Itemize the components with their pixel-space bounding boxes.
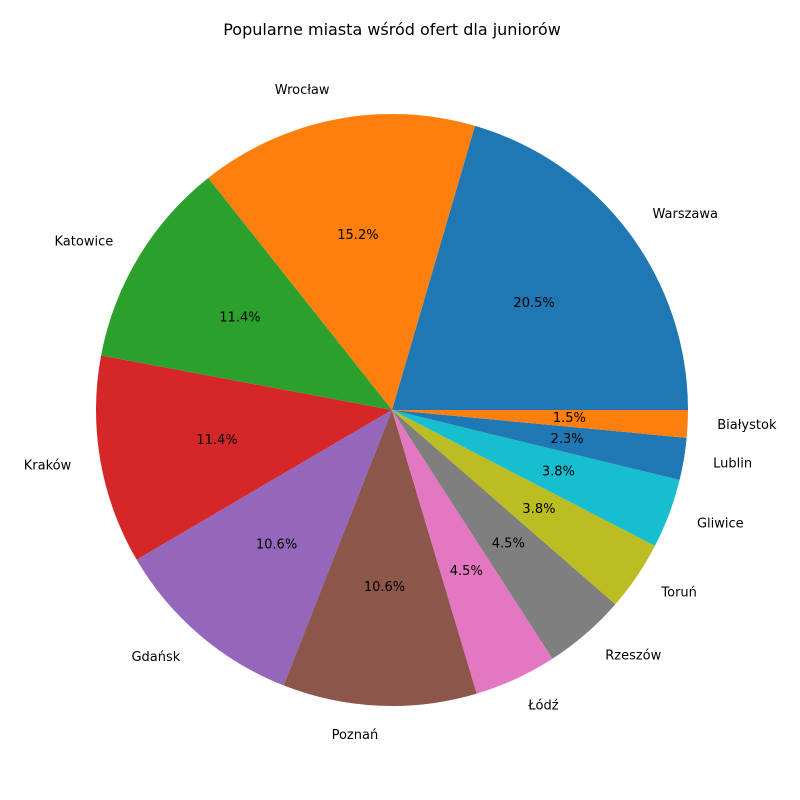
pie-slice-krakow — [96, 355, 392, 560]
slice-percent-lublin: 2.3% — [551, 432, 584, 447]
slice-percent-warszawa: 20.5% — [513, 296, 554, 311]
pie-slice-lublin — [392, 410, 687, 480]
slice-label-warszawa: Warszawa — [653, 207, 719, 222]
slice-label-gliwice: Gliwice — [697, 517, 744, 532]
pie-slice-lodz — [392, 410, 553, 694]
slice-label-rzeszow: Rzeszów — [605, 649, 661, 664]
slice-percent-rzeszow: 4.5% — [492, 537, 525, 552]
slice-percent-gliwice: 3.8% — [542, 465, 575, 480]
pie-slices — [96, 114, 688, 706]
slice-percent-torun: 3.8% — [522, 502, 555, 517]
pie-slice-warszawa — [392, 125, 688, 411]
slice-percent-krakow: 11.4% — [196, 433, 237, 448]
slice-label-katowice: Katowice — [55, 234, 114, 249]
slice-label-bialystok: Białystok — [717, 418, 777, 433]
pie-slice-wroclaw — [208, 114, 475, 411]
slice-label-wroclaw: Wrocław — [275, 83, 330, 98]
slice-label-lodz: Łódź — [527, 698, 559, 713]
chart-title: Popularne miasta wśród ofert dla junioró… — [223, 20, 561, 39]
pie-slice-bialystok — [392, 410, 688, 438]
pie-slice-gliwice — [392, 410, 680, 546]
slice-label-gdansk: Gdańsk — [131, 650, 180, 665]
pie-slice-torun — [392, 410, 655, 605]
slice-label-lublin: Lublin — [713, 456, 752, 471]
pie-slice-rzeszow — [392, 410, 616, 659]
slice-percent-bialystok: 1.5% — [553, 411, 586, 426]
pie-slice-poznan — [283, 410, 477, 706]
pie-slice-gdansk — [136, 410, 392, 686]
slice-percent-poznan: 10.6% — [364, 580, 405, 595]
slice-percent-lodz: 4.5% — [450, 564, 483, 579]
slice-label-krakow: Kraków — [24, 458, 72, 473]
slice-label-torun: Toruń — [660, 585, 697, 600]
pie-labels: Warszawa 20.5% Wrocław 15.2% Katowice 11.4% Kr… — [24, 83, 777, 743]
slice-percent-wroclaw: 15.2% — [337, 228, 378, 243]
pie-slice-katowice — [101, 177, 393, 410]
slice-percent-katowice: 11.4% — [219, 311, 260, 326]
slice-percent-gdansk: 10.6% — [256, 537, 297, 552]
slice-label-poznan: Poznań — [332, 728, 379, 743]
